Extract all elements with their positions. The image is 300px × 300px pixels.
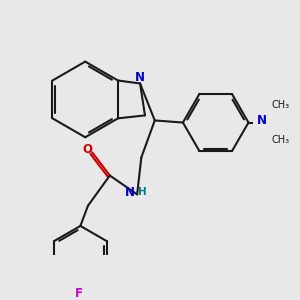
Text: H: H bbox=[138, 187, 147, 197]
Text: N: N bbox=[257, 114, 267, 127]
Text: O: O bbox=[82, 142, 92, 155]
Text: CH₃: CH₃ bbox=[272, 100, 290, 110]
Text: F: F bbox=[75, 287, 83, 300]
Text: CH₃: CH₃ bbox=[272, 135, 290, 145]
Text: N: N bbox=[135, 71, 145, 84]
Text: N: N bbox=[125, 186, 135, 199]
